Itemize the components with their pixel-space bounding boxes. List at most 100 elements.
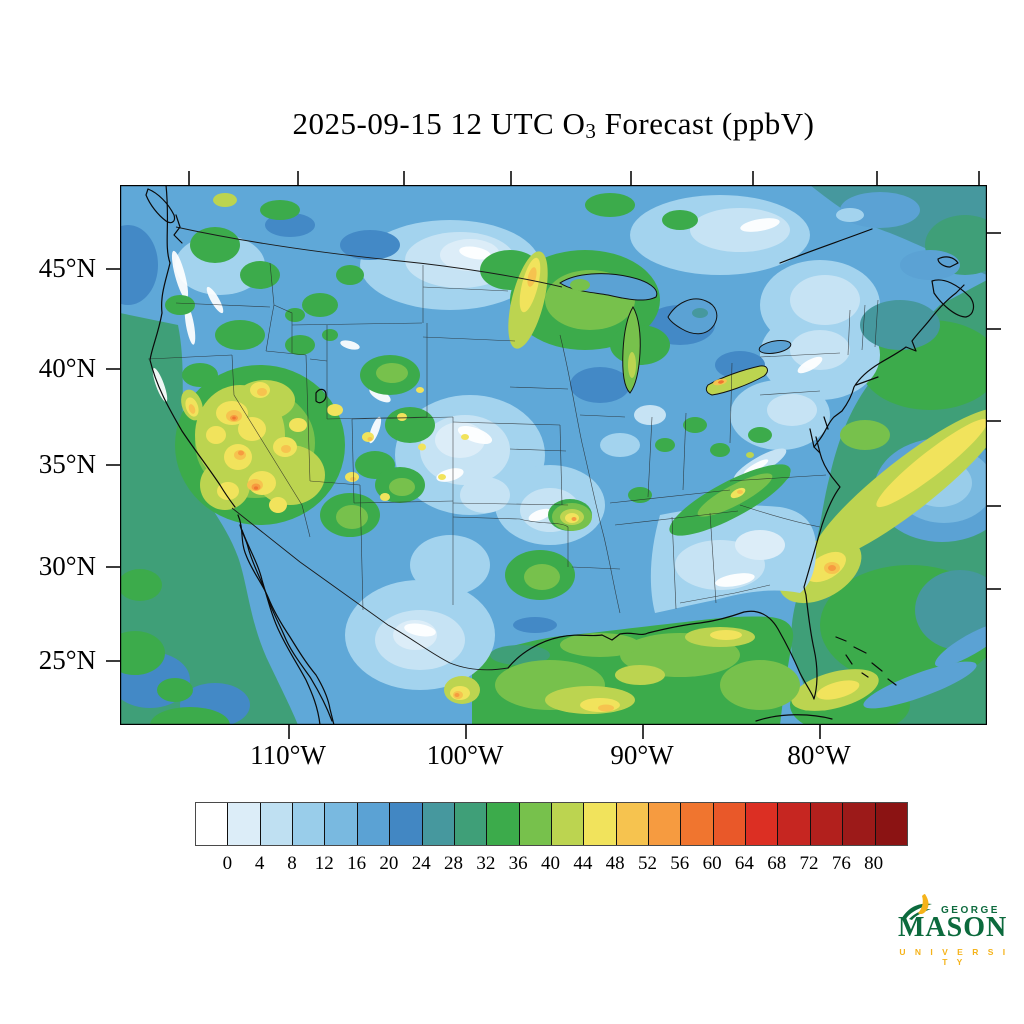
top-tick xyxy=(752,171,754,185)
national-borders xyxy=(175,226,563,671)
colorbar-tick-label: 4 xyxy=(254,853,265,874)
lon-tick-label: 80°W xyxy=(787,740,851,770)
atlantic-yellow-streaks xyxy=(778,408,987,711)
lat-tick-label: 45°N xyxy=(38,253,96,283)
lake-huron xyxy=(667,298,718,335)
colorbar-cell xyxy=(550,803,584,845)
colorbar-tick-label: 56 xyxy=(670,853,690,874)
colorbar-cell xyxy=(745,803,778,845)
colorbar-tick-label: 28 xyxy=(444,853,464,874)
northeast-waters xyxy=(836,192,987,350)
colorbar-cell xyxy=(356,803,390,845)
colorbar-tick-label: 76 xyxy=(831,853,851,874)
colorbar-tick-label: 48 xyxy=(605,853,625,874)
lake-ontario xyxy=(758,339,792,355)
colorbar-tick-label: 32 xyxy=(476,853,496,874)
lat-tick xyxy=(106,268,120,270)
colorbar-cell xyxy=(196,803,228,845)
colorbar-tick-label: 36 xyxy=(508,853,528,874)
colorbar-tick-label: 8 xyxy=(287,853,297,874)
right-tick xyxy=(987,328,1001,330)
colorbar-tick-label: 64 xyxy=(734,853,754,874)
lat-tick-label: 30°N xyxy=(38,551,96,581)
lake-erie-core xyxy=(718,380,724,384)
lon-tick-label: 110°W xyxy=(250,740,326,770)
great-salt-lake xyxy=(315,388,327,404)
title-suffix: Forecast (ppbV) xyxy=(596,106,815,141)
lat-tick xyxy=(106,660,120,662)
minnesota-streak xyxy=(213,193,754,458)
lake-michigan-core xyxy=(628,352,636,378)
baja-east xyxy=(239,524,333,722)
canada-border xyxy=(175,226,563,288)
colorbar-cell xyxy=(842,803,875,845)
colorbar-cell xyxy=(777,803,810,845)
colorbar-tick-label: 20 xyxy=(379,853,399,874)
colorbar-cell xyxy=(583,803,616,845)
nova-scotia xyxy=(931,279,975,318)
lake-erie xyxy=(705,365,768,396)
colorbar-cell xyxy=(227,803,260,845)
scattered-yellow-spots xyxy=(327,387,746,704)
map-border xyxy=(120,185,987,725)
figure-title: 2025-09-15 12 UTC O3 Forecast (ppbV) xyxy=(120,106,987,144)
lake-huron-teal xyxy=(692,308,708,318)
st-lawrence-river xyxy=(779,228,873,264)
colorbar-cell xyxy=(389,803,422,845)
lat-tick-label: 25°N xyxy=(38,645,96,675)
top-tick xyxy=(630,171,632,185)
lon-tick-label: 90°W xyxy=(610,740,674,770)
colorbar-cell xyxy=(809,803,843,845)
mexico-mainland-coast xyxy=(241,529,321,725)
colorbar-tick-label: 68 xyxy=(767,853,787,874)
top-tick xyxy=(510,171,512,185)
right-tick xyxy=(987,588,1001,590)
lake-michigan xyxy=(622,306,641,394)
coastline xyxy=(145,185,975,725)
colorbar-cell xyxy=(453,803,487,845)
lake-superior-green xyxy=(570,279,590,291)
colorbar-cell xyxy=(615,803,649,845)
colorbar-tick-label: 16 xyxy=(347,853,367,874)
long-island xyxy=(855,376,879,386)
logo-university-text: U N I V E R S I T Y xyxy=(899,947,1009,967)
lat-tick xyxy=(106,566,120,568)
vancouver-island xyxy=(145,188,176,224)
top-tick xyxy=(403,171,405,185)
lon-tick-label: 100°W xyxy=(426,740,504,770)
colorbar-tick-label: 72 xyxy=(799,853,819,874)
pacific-field xyxy=(120,313,298,725)
lon-tick xyxy=(642,725,644,739)
colorbar-cell xyxy=(874,803,907,845)
map-frame xyxy=(120,185,987,725)
colorbar-tick-label: 52 xyxy=(637,853,657,874)
southwest-hotspots xyxy=(181,380,325,513)
top-tick xyxy=(188,171,190,185)
pacific-green-blobs xyxy=(120,569,230,725)
colorbar-cell xyxy=(292,803,325,845)
right-tick xyxy=(987,232,1001,234)
title-subscript: 3 xyxy=(585,119,597,143)
state-borders xyxy=(147,262,879,614)
title-prefix: 2025-09-15 12 UTC O xyxy=(292,106,586,141)
lat-tick xyxy=(106,368,120,370)
atlantic-teal xyxy=(915,570,987,650)
mexico-border xyxy=(231,507,509,671)
chesapeake-bay xyxy=(809,416,829,454)
prince-edward-island xyxy=(937,256,959,268)
colorbar-tick-label: 24 xyxy=(411,853,431,874)
lon-tick xyxy=(465,725,467,739)
colorbar-cell xyxy=(486,803,519,845)
colorbar-cell xyxy=(648,803,681,845)
colorbar-tick-label: 44 xyxy=(573,853,593,874)
colorbar-tick-label: 60 xyxy=(702,853,722,874)
colorbar-tick-label: 40 xyxy=(541,853,560,874)
colorbar-cell xyxy=(680,803,713,845)
lon-tick xyxy=(819,725,821,739)
colorbar xyxy=(195,802,908,846)
gmu-flame-icon xyxy=(902,894,932,920)
right-tick xyxy=(987,420,1001,422)
top-tick xyxy=(978,171,980,185)
colorbar-cell xyxy=(518,803,551,845)
